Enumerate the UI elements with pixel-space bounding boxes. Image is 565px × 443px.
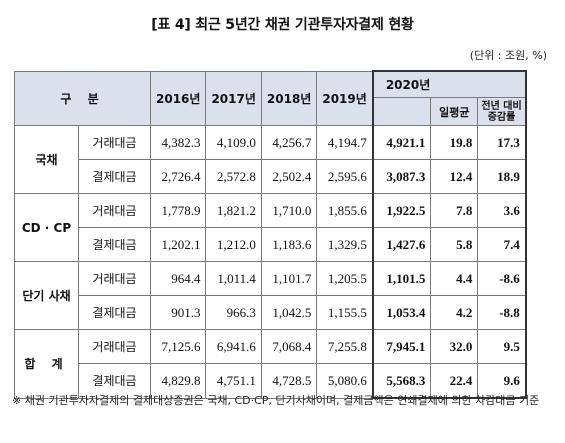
value-2016: 901.3 — [149, 295, 207, 330]
table-row: 결제대금 901.3 966.3 1,042.5 1,155.5 1,053.4… — [15, 295, 527, 330]
header-year-2020: 2020년 — [371, 70, 527, 98]
value-yoy: 3.6 — [477, 193, 527, 228]
table-row: CD · CP 거래대금 1,778.9 1,821.2 1,710.0 1,8… — [14, 193, 527, 262]
value-2016: 4,382.3 — [149, 125, 207, 160]
unit-label: (단위 : 조원, %) — [469, 49, 547, 62]
value-2016: 964.4 — [149, 261, 207, 296]
value-2020: 3,087.3 — [371, 159, 432, 194]
value-2020: 4,921.1 — [371, 125, 432, 160]
value-2018: 4,728.5 — [260, 363, 318, 399]
value-2018: 4,256.7 — [260, 125, 318, 160]
value-daily-avg: 4.2 — [430, 295, 479, 330]
value-2019: 1,329.5 — [316, 227, 374, 262]
value-2016: 4,829.8 — [149, 363, 207, 399]
header-daily-avg: 일평균 — [430, 97, 479, 126]
value-2017: 6,941.6 — [205, 329, 262, 364]
table-row: 결제대금 2,726.4 2,572.8 2,502.4 2,595.6 3,0… — [15, 159, 527, 194]
footnote: ※ 채권 기관투자자결제의 결제대상증권은 국채, CD·CP, 단기사채이며,… — [12, 394, 540, 407]
table-title: [표 4] 최근 5년간 채권 기관투자자결제 현황 — [151, 17, 414, 33]
category-cell: 국채 — [14, 125, 79, 194]
value-2017: 4,109.0 — [205, 125, 262, 160]
value-2019: 4,194.7 — [316, 125, 374, 160]
value-yoy: 17.3 — [477, 125, 527, 160]
settlement-table: 구 분 2016년 2017년 2018년 2019년 2020년 일평균 전년… — [14, 70, 527, 399]
value-2019: 1,855.6 — [316, 193, 374, 228]
header-category: 구 분 — [14, 70, 151, 126]
value-2017: 1,011.4 — [205, 261, 262, 296]
table-row: 합 계 거래대금 7,125.6 6,941.6 7,068.4 7,255.8… — [14, 329, 527, 399]
value-2019: 1,205.5 — [316, 261, 374, 296]
sub-category-cell: 거래대금 — [78, 261, 151, 296]
value-yoy: -8.8 — [477, 295, 527, 330]
sub-category-cell: 결제대금 — [78, 363, 151, 399]
value-yoy: 9.6 — [477, 363, 527, 399]
value-yoy: -8.6 — [477, 261, 527, 296]
header-year-2019: 2019년 — [316, 70, 374, 126]
value-2017: 1,212.0 — [205, 227, 262, 262]
value-2018: 1,042.5 — [260, 295, 318, 330]
table-row: 결제대금 1,202.1 1,212.0 1,183.6 1,329.5 1,4… — [15, 227, 527, 262]
value-daily-avg: 19.8 — [430, 125, 479, 160]
value-daily-avg: 5.8 — [430, 227, 479, 262]
value-2016: 1,778.9 — [149, 193, 207, 228]
sub-category-cell: 거래대금 — [78, 125, 151, 160]
value-daily-avg: 4.4 — [430, 261, 479, 296]
value-daily-avg: 32.0 — [430, 329, 479, 364]
table-row: 국채 거래대금 4,382.3 4,109.0 4,256.7 4,194.7 … — [14, 125, 527, 194]
category-cell: 합 계 — [14, 329, 79, 399]
value-2020: 1,101.5 — [371, 261, 432, 296]
value-2019: 7,255.8 — [316, 329, 374, 364]
sub-category-cell: 결제대금 — [78, 295, 151, 330]
value-2016: 7,125.6 — [149, 329, 207, 364]
sub-category-cell: 결제대금 — [78, 159, 151, 194]
table-row: 결제대금 4,829.8 4,751.1 4,728.5 5,080.6 5,5… — [15, 363, 527, 399]
value-2017: 1,821.2 — [205, 193, 262, 228]
value-2019: 2,595.6 — [316, 159, 374, 194]
value-2018: 1,101.7 — [260, 261, 318, 296]
value-daily-avg: 12.4 — [430, 159, 479, 194]
value-daily-avg: 7.8 — [430, 193, 479, 228]
value-2018: 7,068.4 — [260, 329, 318, 364]
table-row: 단기 사채 거래대금 964.4 1,011.4 1,101.7 1,205.5… — [14, 261, 527, 330]
value-yoy: 18.9 — [477, 159, 527, 194]
header-yoy: 전년 대비 증감률 — [477, 97, 527, 126]
category-cell: 단기 사채 — [14, 261, 79, 330]
value-yoy: 9.5 — [477, 329, 527, 364]
value-2020: 1,427.6 — [371, 227, 432, 262]
sub-category-cell: 결제대금 — [78, 227, 151, 262]
sub-category-cell: 거래대금 — [78, 193, 151, 228]
value-2016: 2,726.4 — [149, 159, 207, 194]
category-cell: CD · CP — [14, 193, 79, 262]
header-year-2016: 2016년 — [149, 70, 207, 126]
value-2017: 966.3 — [205, 295, 262, 330]
value-2018: 1,183.6 — [260, 227, 318, 262]
value-2017: 2,572.8 — [205, 159, 262, 194]
value-2020: 7,945.1 — [371, 329, 432, 364]
value-daily-avg: 22.4 — [430, 363, 479, 399]
value-yoy: 7.4 — [477, 227, 527, 262]
value-2019: 1,155.5 — [316, 295, 374, 330]
value-2020: 1,922.5 — [371, 193, 432, 228]
value-2018: 2,502.4 — [260, 159, 318, 194]
header-year-2017: 2017년 — [205, 70, 262, 126]
value-2020: 1,053.4 — [371, 295, 432, 330]
value-2018: 1,710.0 — [260, 193, 318, 228]
sub-category-cell: 거래대금 — [78, 329, 151, 364]
header-year-2018: 2018년 — [260, 70, 318, 126]
value-2016: 1,202.1 — [149, 227, 207, 262]
